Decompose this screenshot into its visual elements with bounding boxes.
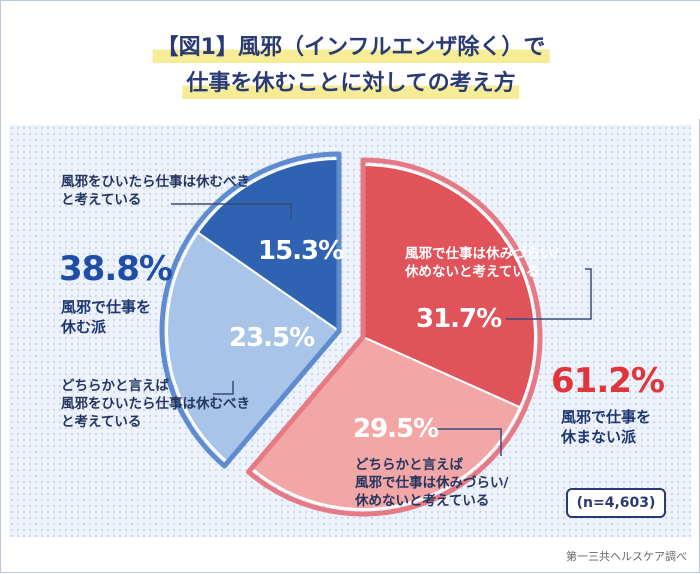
slice-label-s4-line1: 風邪をひいたら仕事は休むべき: [61, 174, 250, 190]
pie-slice-2: [166, 231, 341, 464]
group-border-rest: [159, 151, 342, 469]
group-label-no-rest: 風邪で仕事を 休まない派: [561, 407, 651, 447]
leader-line-s2: [431, 428, 502, 456]
chart-background: [9, 125, 691, 537]
pie-slice-1: [250, 335, 522, 510]
slice-label-s2-line1: どちらかと言えば: [355, 457, 463, 473]
group-border-no-rest: [245, 157, 543, 517]
group-label-no-rest-line1: 風邪で仕事を: [561, 408, 652, 426]
slice-label-s1: 風邪で仕事は休みづらい/ 休めないと考えている: [405, 245, 558, 281]
slice-label-s3-line1: どちらかと言えば: [61, 378, 169, 394]
pie-slice-3: [196, 157, 340, 333]
slice-label-s2-line3: 休めないと考えている: [355, 493, 490, 509]
slice-label-s3-line2: 風邪をひいたら仕事は休むべき: [61, 396, 250, 412]
group-label-rest-line2: 休む派: [61, 318, 107, 336]
slice-value-label-29-5: 29.5%: [353, 414, 439, 444]
source-credit: 第一三共ヘルスケア調べ: [566, 550, 687, 563]
slice-value-label-15-3: 15.3%: [258, 236, 344, 266]
group-label-rest: 風邪で仕事を 休む派: [61, 297, 151, 337]
group-total-rest: 38.8%: [59, 249, 173, 289]
slice-label-s4: 風邪をひいたら仕事は休むべき と考えている: [61, 173, 250, 209]
slice-value-label-23-5: 23.5%: [229, 323, 315, 353]
chart-title-line-2: 仕事を休むことに対しての考え方: [182, 69, 520, 99]
slice-label-s2-line2: 風邪で仕事は休みづらい/: [355, 475, 509, 491]
slice-label-s1-line2: 休めないと考えている: [405, 264, 540, 280]
title-area: 【図1】風邪（インフルエンザ除く）で 仕事を休むことに対しての考え方: [1, 1, 700, 119]
slice-label-s1-line1: 風邪で仕事は休みづらい/: [405, 246, 559, 262]
chart-title-line-1: 【図1】風邪（インフルエンザ除く）で: [152, 33, 550, 63]
group-total-no-rest: 61.2%: [551, 361, 665, 401]
slice-value-label-31-7: 31.7%: [416, 304, 502, 334]
leader-line-s4: [171, 203, 292, 219]
leader-line-s3: [213, 381, 234, 395]
leader-line-s1: [506, 268, 592, 320]
slice-label-s3-line3: と考えている: [61, 414, 142, 430]
sample-size-badge: (n=4,603): [566, 488, 666, 518]
group-label-rest-line1: 風邪で仕事を: [61, 298, 152, 316]
slice-label-s2: どちらかと言えば 風邪で仕事は休みづらい/ 休めないと考えている: [355, 456, 508, 510]
group-label-no-rest-line2: 休まない派: [561, 428, 637, 446]
pie-slice-0: [362, 163, 536, 409]
slice-label-s3: どちらかと言えば 風邪をひいたら仕事は休むべき と考えている: [61, 377, 250, 431]
slice-label-s4-line2: と考えている: [61, 192, 142, 208]
